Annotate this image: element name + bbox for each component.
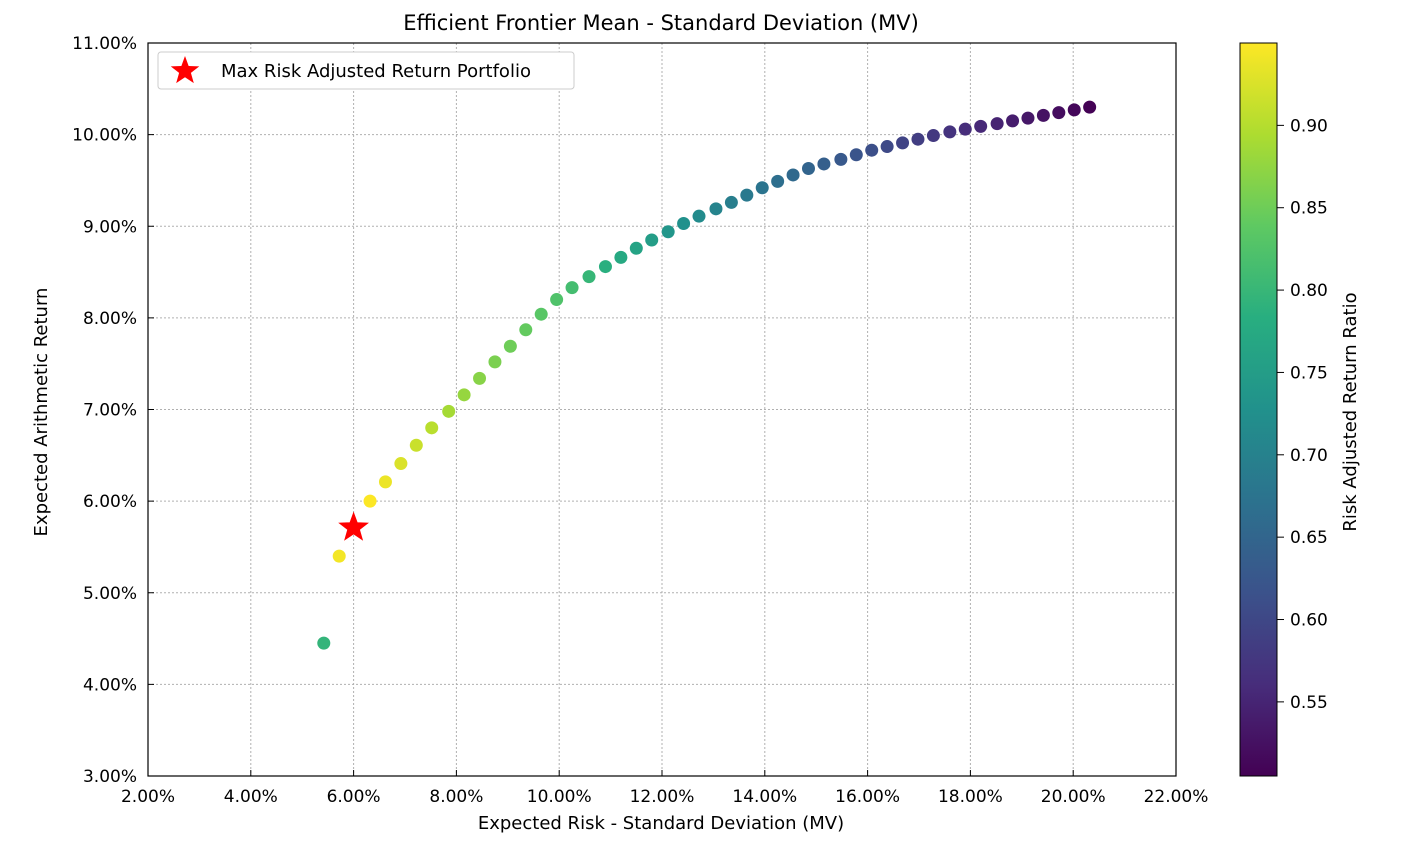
frontier-point: [974, 119, 988, 133]
frontier-point: [1067, 103, 1081, 117]
x-tick-label: 8.00%: [429, 787, 483, 807]
frontier-point: [817, 157, 831, 171]
frontier-point: [771, 174, 785, 188]
frontier-point: [442, 404, 456, 418]
frontier-point: [363, 494, 377, 508]
x-tick-label: 2.00%: [121, 787, 175, 807]
colorbar-tick-label: 0.75: [1290, 363, 1328, 383]
y-axis-ticks: 3.00% 4.00% 5.00% 6.00% 7.00% 8.00% 9.00% 10.00…: [72, 34, 154, 787]
frontier-point: [582, 270, 596, 284]
colorbar-tick-label: 0.80: [1290, 281, 1328, 301]
x-tick-label: 18.00%: [938, 787, 1003, 807]
grid-lines: [147, 42, 1177, 777]
x-tick-label: 4.00%: [224, 787, 278, 807]
chart-title: Efficient Frontier Mean - Standard Devia…: [403, 11, 919, 35]
legend: Max Risk Adjusted Return Portfolio: [157, 51, 575, 90]
colorbar-tick-label: 0.55: [1290, 693, 1328, 713]
frontier-point: [911, 132, 925, 146]
frontier-point: [519, 323, 533, 337]
frontier-point: [394, 457, 408, 471]
frontier-point: [724, 195, 738, 209]
legend-box: [157, 51, 575, 90]
frontier-point: [692, 209, 706, 223]
frontier-point: [661, 225, 675, 239]
colorbar-tick-label: 0.65: [1290, 528, 1328, 548]
y-tick-label: 4.00%: [83, 675, 137, 695]
frontier-point: [645, 233, 659, 247]
y-tick-label: 10.00%: [72, 126, 137, 146]
frontier-point: [1083, 100, 1097, 114]
y-tick-label: 8.00%: [83, 309, 137, 329]
x-tick-label: 14.00%: [732, 787, 797, 807]
frontier-point: [709, 202, 723, 216]
frontier-point: [943, 125, 957, 139]
frontier-point: [503, 339, 517, 353]
frontier-point: [378, 475, 392, 489]
frontier-point: [786, 168, 800, 182]
y-axis-label: Expected Arithmetic Return: [31, 288, 52, 537]
x-tick-label: 16.00%: [835, 787, 900, 807]
x-axis-label: Expected Risk - Standard Deviation (MV): [478, 813, 844, 834]
legend-label: Max Risk Adjusted Return Portfolio: [221, 61, 531, 82]
frontier-point: [550, 293, 564, 307]
frontier-point: [629, 241, 643, 255]
max-risk-adjusted-star: [338, 511, 369, 541]
frontier-points: [317, 100, 1097, 650]
colorbar-label: Risk Adjusted Return Ratio: [1340, 292, 1361, 531]
frontier-point: [614, 250, 628, 264]
frontier-point: [473, 371, 487, 385]
x-tick-label: 6.00%: [327, 787, 381, 807]
x-tick-label: 22.00%: [1144, 787, 1209, 807]
y-tick-label: 3.00%: [83, 767, 137, 787]
legend-star-icon: [170, 56, 200, 84]
frontier-point: [801, 162, 815, 176]
colorbar-tick-label: 0.85: [1290, 199, 1328, 219]
x-tick-label: 10.00%: [527, 787, 592, 807]
colorbar-gradient: [1239, 42, 1278, 777]
colorbar-tick-label: 0.60: [1290, 611, 1328, 631]
frontier-point: [865, 143, 879, 157]
colorbar: 0.55 0.60 0.65 0.70 0.75 0.80 0.85 0.90 Risk Ad…: [1239, 42, 1361, 777]
y-tick-label: 7.00%: [83, 401, 137, 421]
frontier-point: [926, 129, 940, 143]
frontier-point: [1006, 114, 1020, 128]
frontier-point: [409, 438, 423, 452]
frontier-point: [1021, 111, 1035, 125]
colorbar-ticks: 0.55 0.60 0.65 0.70 0.75 0.80 0.85 0.90: [1277, 116, 1328, 713]
frontier-point: [425, 421, 439, 435]
x-axis-ticks: 2.00% 4.00% 6.00% 8.00% 10.00% 12.00% 14.00% 16…: [121, 770, 1208, 807]
frontier-point: [317, 636, 331, 650]
frontier-point: [880, 140, 894, 154]
frontier-point: [565, 281, 579, 295]
y-tick-label: 9.00%: [83, 217, 137, 237]
frontier-point: [1036, 108, 1050, 122]
frontier-point: [598, 260, 612, 274]
frontier-point: [332, 549, 346, 563]
frontier-point: [958, 122, 972, 136]
frontier-point: [534, 307, 548, 321]
x-tick-label: 12.00%: [630, 787, 695, 807]
plot-area-frame: [147, 42, 1177, 777]
frontier-point: [677, 217, 691, 231]
y-tick-label: 6.00%: [83, 492, 137, 512]
y-tick-label: 11.00%: [72, 34, 137, 54]
frontier-point: [457, 388, 471, 402]
frontier-point: [990, 117, 1004, 131]
y-tick-label: 5.00%: [83, 584, 137, 604]
frontier-point: [740, 188, 754, 202]
x-tick-label: 20.00%: [1041, 787, 1106, 807]
frontier-point: [488, 355, 502, 369]
frontier-point: [849, 148, 863, 162]
frontier-point: [755, 181, 769, 195]
colorbar-tick-label: 0.70: [1290, 446, 1328, 466]
frontier-point: [1052, 106, 1066, 120]
frontier-point: [834, 152, 848, 166]
frontier-point: [896, 136, 910, 150]
colorbar-tick-label: 0.90: [1290, 116, 1328, 136]
